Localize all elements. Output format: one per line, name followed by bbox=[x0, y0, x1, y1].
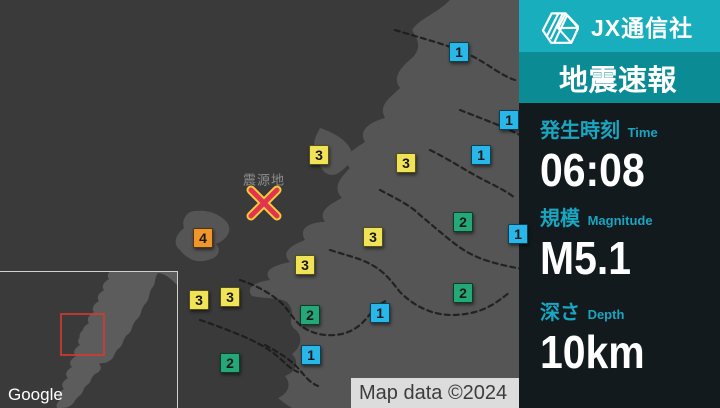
svg-text:Google: Google bbox=[8, 385, 63, 404]
